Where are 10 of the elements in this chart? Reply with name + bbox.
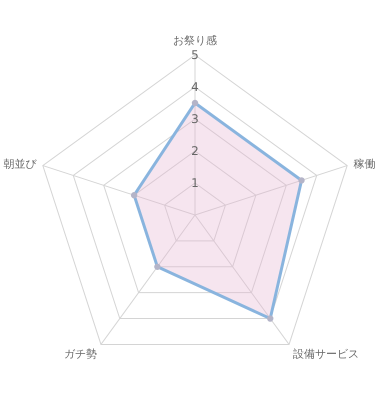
spoke-label: ガチ勢 — [64, 348, 98, 361]
spoke-label: 朝並び — [4, 158, 38, 171]
y-tick-label: 4 — [191, 80, 199, 94]
spoke-label: 稼働 — [353, 158, 376, 171]
y-tick-label: 2 — [191, 144, 199, 158]
spoke-label: お祭り感 — [173, 34, 217, 48]
y-tick-label: 1 — [191, 176, 199, 190]
spoke-label: 設備サービス — [292, 348, 359, 361]
y-tick-label: 3 — [191, 112, 199, 126]
y-tick-label: 5 — [191, 48, 199, 62]
